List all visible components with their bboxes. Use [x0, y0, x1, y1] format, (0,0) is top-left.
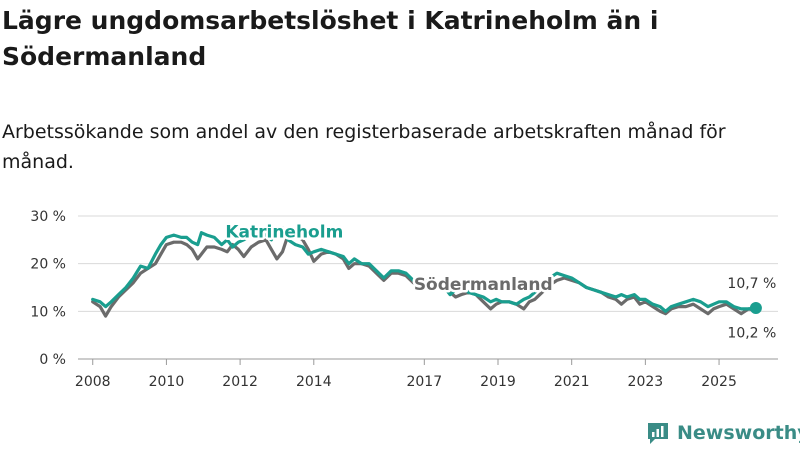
- x-tick-label: 2017: [406, 374, 442, 390]
- x-tick-label: 2025: [701, 374, 737, 390]
- y-tick-label: 30 %: [30, 209, 66, 225]
- end-value-label-katrineholm: 10,7 %: [727, 276, 776, 292]
- chart-subtitle: Arbetssökande som andel av den registerb…: [2, 121, 726, 173]
- end-value-label-södermanland: 10,2 %: [727, 325, 776, 341]
- series-line-katrineholm: [91, 226, 758, 313]
- series-label-södermanland: Södermanland: [414, 275, 553, 295]
- series-label-katrineholm: Katrineholm: [225, 222, 343, 242]
- x-tick-label: 2012: [222, 374, 258, 390]
- x-tick-label: 2019: [480, 374, 516, 390]
- x-tick-label: 2010: [149, 374, 185, 390]
- x-tick-label: 2008: [75, 374, 111, 390]
- newsworthy-logo[interactable]: Newsworthy: [645, 420, 800, 446]
- x-tick-label: 2023: [628, 374, 664, 390]
- chart-title: Lägre ungdomsarbetslöshet i Katrineholm …: [2, 6, 659, 71]
- x-tick-label: 2014: [296, 374, 332, 390]
- series-labels: Södermanland 10,2 % Katrineholm 10,7 %: [223, 220, 777, 341]
- newsworthy-icon: [648, 423, 668, 444]
- x-tick-label: 2021: [554, 374, 590, 390]
- y-tick-label: 10 %: [30, 304, 66, 320]
- series-lines: [91, 226, 762, 318]
- end-point-katrineholm: [749, 301, 762, 314]
- y-tick-label: 20 %: [30, 257, 66, 273]
- y-tick-label: 0 %: [39, 352, 66, 368]
- brand-name: Newsworthy: [677, 422, 800, 444]
- series-line-södermanland: [91, 233, 758, 318]
- line-chart: 0 % 10 % 20 % 30 % 2008 2010 2012 2014 2017 2019 2…: [30, 209, 778, 390]
- axes: 0 % 10 % 20 % 30 % 2008 2010 2012 2014 2017 2019 2…: [30, 209, 736, 390]
